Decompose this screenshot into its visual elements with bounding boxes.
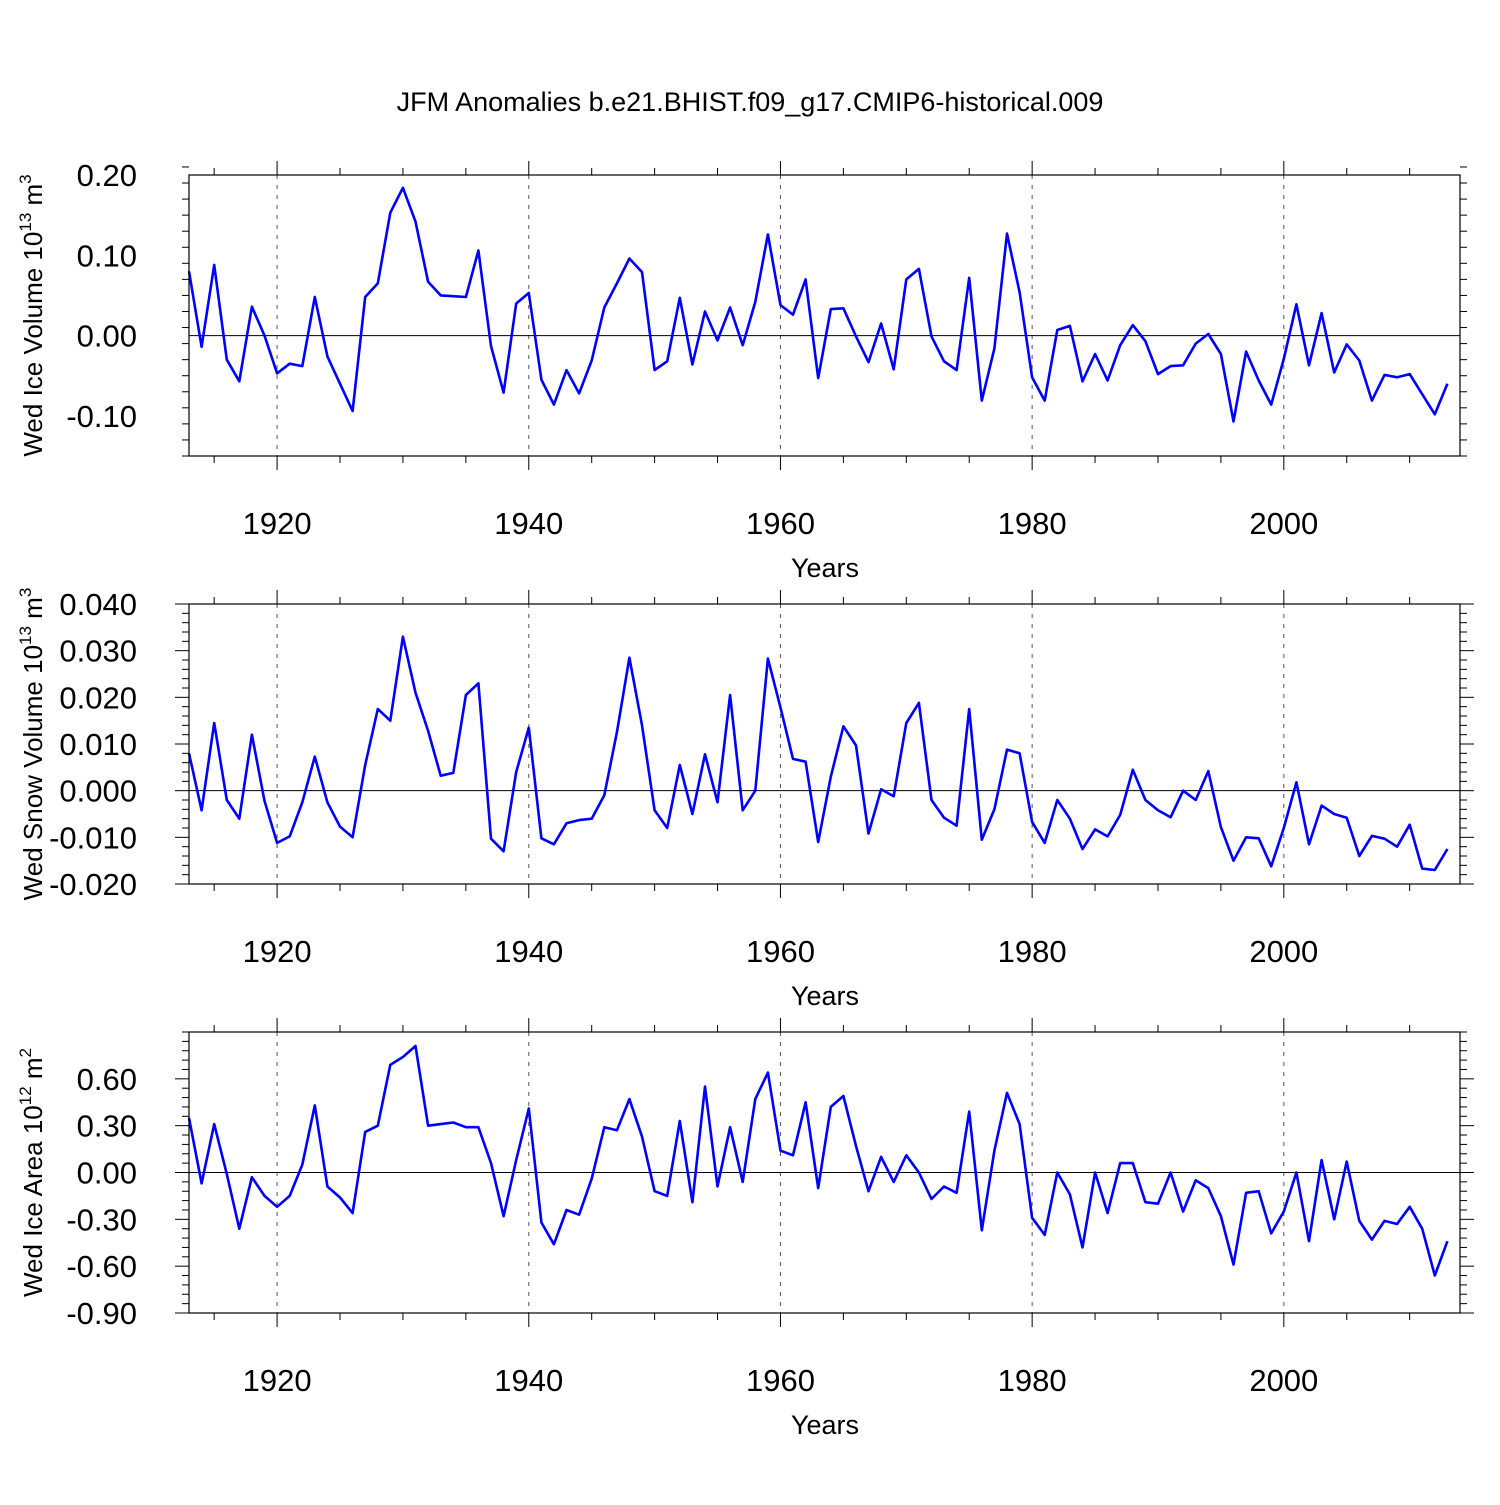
y-tick-label: 0.040 [59, 587, 137, 622]
y-axis-label-unit-exponent: 3 [16, 588, 35, 597]
x-tick-label: 1940 [494, 506, 563, 541]
series-line [187, 1044, 1449, 1277]
plot-frame [188, 1031, 1461, 1314]
y-axis-label-exponent: 13 [16, 626, 35, 645]
y-axis-label: Wed Ice Area 1012 m2 [16, 1048, 48, 1297]
y-axis-label-text: Wed Ice Volume 10 [18, 232, 48, 457]
y-axis-label-exponent: 12 [16, 1086, 35, 1105]
x-tick-label: 2000 [1249, 506, 1318, 541]
y-tick-label: 0.030 [59, 634, 137, 669]
y-tick-label: -0.90 [66, 1296, 137, 1331]
y-tick-label: -0.020 [49, 867, 137, 902]
x-tick-label: 1980 [998, 506, 1067, 541]
x-tick-label: 1940 [494, 934, 563, 969]
chart-title: JFM Anomalies b.e21.BHIST.f09_g17.CMIP6-… [397, 87, 1104, 117]
y-tick-label: 0.60 [77, 1062, 137, 1097]
x-tick-label: 1920 [243, 506, 312, 541]
chart-panel-1: 1920 1940 1960 1980 2000 0.20 0.10 0.00 -0.10 Yea… [16, 158, 1467, 583]
y-tick-label: -0.30 [66, 1202, 137, 1237]
x-tick-label: 2000 [1249, 934, 1318, 969]
y-tick-label: 0.20 [77, 158, 137, 193]
chart-panel-3: 1920 1940 1960 1980 2000 0.60 0.30 0.00 -0.30 -0.… [16, 1018, 1474, 1440]
x-tick-label: 1960 [746, 1363, 815, 1398]
y-axis-label: Wed Ice Volume 1013 m3 [16, 174, 48, 456]
x-tick-label: 1940 [494, 1363, 563, 1398]
y-tick-label: -0.60 [66, 1249, 137, 1284]
x-axis-label: Years [791, 981, 859, 1011]
plot-frame [188, 174, 1461, 457]
series-line [187, 635, 1449, 872]
x-tick-label: 1980 [998, 934, 1067, 969]
y-axis-label-unit-exponent: 3 [16, 174, 35, 183]
y-tick-label: 0.00 [77, 1156, 137, 1191]
y-axis-label-text: Wed Ice Area 10 [18, 1105, 48, 1297]
x-axis-label: Years [791, 553, 859, 583]
y-axis-label-exponent: 13 [16, 213, 35, 232]
x-tick-label: 1960 [746, 934, 815, 969]
x-tick-label: 1920 [243, 934, 312, 969]
x-tick-label: 1920 [243, 1363, 312, 1398]
y-tick-label: 0.00 [77, 319, 137, 354]
series-line [187, 186, 1449, 423]
x-tick-label: 1980 [998, 1363, 1067, 1398]
y-axis-label: Wed Snow Volume 1013 m3 [16, 588, 48, 901]
y-tick-label: 0.000 [59, 774, 137, 809]
y-tick-label: 0.010 [59, 727, 137, 762]
x-tick-label: 1960 [746, 506, 815, 541]
y-tick-label: 0.30 [77, 1109, 137, 1144]
y-tick-label: -0.10 [66, 399, 137, 434]
y-axis-label-text: Wed Snow Volume 10 [18, 645, 48, 900]
x-axis-label: Years [791, 1410, 859, 1440]
y-tick-label: 0.10 [77, 238, 137, 273]
y-axis-label-unit-exponent: 2 [16, 1048, 35, 1057]
y-tick-label: -0.010 [49, 820, 137, 855]
y-axis-label-unit: m [18, 597, 48, 626]
chart-panel-2: 1920 1940 1960 1980 2000 0.040 0.030 0.020 0.010… [16, 587, 1474, 1011]
plot-frame [188, 603, 1461, 885]
y-axis-label-unit: m [18, 1057, 48, 1086]
x-tick-label: 2000 [1249, 1363, 1318, 1398]
y-axis-label-unit: m [18, 184, 48, 213]
y-tick-label: 0.020 [59, 680, 137, 715]
